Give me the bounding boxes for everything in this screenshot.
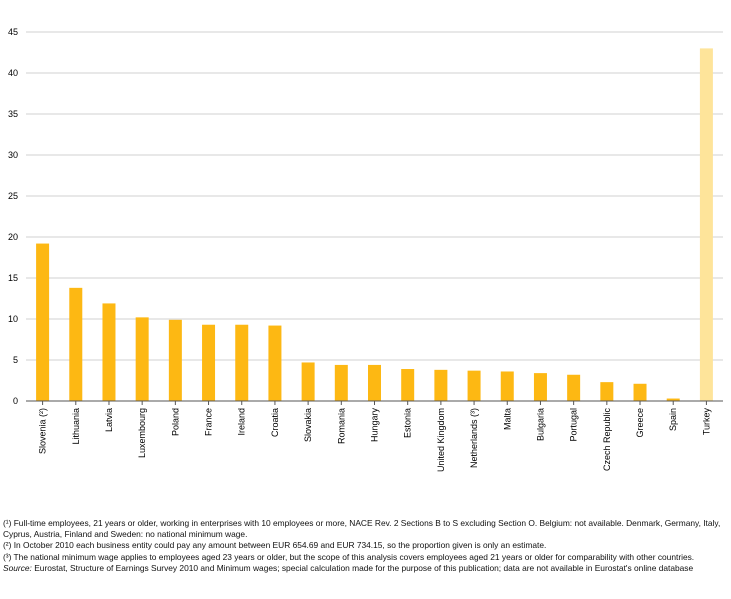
- y-tick-label: 35: [8, 109, 18, 119]
- gridlines: [26, 31, 723, 361]
- y-tick-label: 40: [8, 68, 18, 78]
- bars: [36, 48, 713, 402]
- bar: [401, 369, 415, 401]
- bar: [102, 303, 116, 401]
- bar: [135, 317, 149, 401]
- x-tick-label: Slovenia (²): [38, 408, 48, 454]
- y-tick-label: 10: [8, 314, 18, 324]
- x-tick-label: France: [204, 408, 214, 436]
- bar: [268, 325, 282, 401]
- x-tick-label: Slovakia: [303, 408, 313, 442]
- bar: [235, 324, 249, 401]
- y-tick-label: 30: [8, 150, 18, 160]
- bar: [168, 319, 182, 401]
- bar: [467, 370, 481, 401]
- y-tick-label: 5: [13, 355, 18, 365]
- x-tick-label: Turkey: [701, 408, 711, 436]
- bar-chart: 0 5 10 15 20 25 30 35 40 45 Slovenia (²) Lithuania…: [8, 27, 723, 472]
- y-tick-label: 45: [8, 27, 18, 37]
- bar: [36, 243, 50, 401]
- x-tick-label: Bulgaria: [535, 408, 545, 441]
- bar: [567, 374, 581, 401]
- x-tick-label: Spain: [668, 408, 678, 431]
- bar: [600, 382, 614, 401]
- x-tick-label: Hungary: [370, 408, 380, 443]
- source-label: Source:: [3, 562, 32, 573]
- bar: [666, 398, 680, 401]
- x-tick-label: Romania: [336, 408, 346, 444]
- bar: [368, 364, 381, 401]
- bar: [533, 373, 547, 401]
- x-tick-label: Portugal: [569, 408, 579, 442]
- footnote-2: (²) In October 2010 each business entity…: [3, 540, 547, 551]
- bar: [301, 362, 315, 401]
- y-tick-label: 25: [8, 191, 18, 201]
- bar: [500, 371, 514, 401]
- y-tick-label: 15: [8, 273, 18, 283]
- bar: [434, 369, 448, 401]
- x-tick-label: Luxembourg: [137, 408, 147, 458]
- x-tick-label: Poland: [170, 408, 180, 436]
- x-tick-label: Lithuania: [71, 408, 81, 445]
- y-tick-label: 20: [8, 232, 18, 242]
- x-tick-label: Ireland: [237, 408, 247, 436]
- x-tick-label: Estonia: [403, 408, 413, 438]
- source-text: Eurostat, Structure of Earnings Survey 2…: [31, 562, 694, 573]
- footnote-3: (³) The national minimum wage applies to…: [3, 551, 695, 562]
- x-tick-label: Latvia: [104, 408, 114, 432]
- y-tick-label: 0: [13, 396, 18, 406]
- footnote-1: (¹) Full-time employees, 21 years or old…: [3, 518, 721, 540]
- x-tick-label: United Kingdom: [436, 408, 446, 472]
- bar: [334, 364, 348, 401]
- bar: [633, 383, 647, 401]
- x-tick-label: Netherlands (³): [469, 408, 479, 468]
- x-tick-label: Greece: [635, 408, 645, 438]
- source-note: Source: Eurostat, Structure of Earnings …: [3, 563, 725, 574]
- x-tick-label: Czech Republic: [602, 408, 612, 472]
- footnotes: (¹) Full-time employees, 21 years or old…: [3, 518, 725, 574]
- y-axis-ticks: 0 5 10 15 20 25 30 35 40 45: [8, 27, 18, 406]
- x-axis-ticks: Slovenia (²) Lithuania Latvia Luxembourg Pol…: [38, 401, 711, 472]
- bar: [699, 48, 713, 402]
- bar: [202, 324, 216, 401]
- x-tick-label: Malta: [502, 408, 512, 430]
- x-tick-label: Croatia: [270, 408, 280, 437]
- bar: [69, 287, 83, 401]
